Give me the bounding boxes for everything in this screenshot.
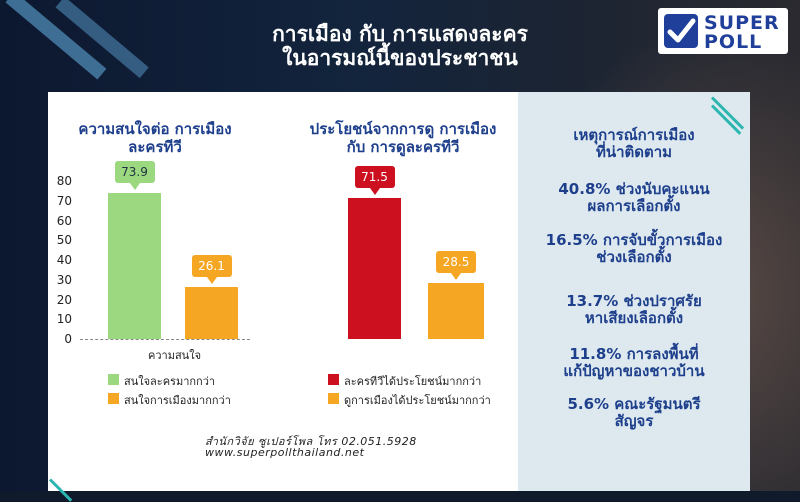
- chart1-bar-2: [185, 287, 238, 339]
- chart2-legend-label-1: ละครทีวีได้ประโยชน์มากกว่า: [344, 375, 482, 388]
- chart2-legend-label-2: ดูการเมืองได้ประโยชน์มากกว่า: [344, 394, 491, 407]
- chart1-bar-1: [108, 193, 161, 339]
- superpoll-logo: SUPER POLL: [658, 8, 788, 54]
- chart1-baseline: [80, 339, 250, 340]
- event-item-5-line1: 5.6% คณะรัฐมนตรี: [567, 395, 701, 413]
- event-item-2-line2: ช่วงเลือกตั้ง: [596, 248, 672, 266]
- chart2-legend-swatch-1: [328, 374, 339, 385]
- page-title-line1: การเมือง กับ การแสดงละคร: [272, 22, 528, 46]
- chart2-bar-2: [428, 282, 484, 339]
- chart2-legend-swatch-2: [328, 393, 339, 404]
- event-item-1-line2: ผลการเลือกตั้ง: [587, 197, 681, 215]
- footer-contact: สำนักวิจัย ซูเปอร์โพล โทร 02.051.5928: [205, 435, 417, 448]
- chart1-ytick-70: 70: [56, 193, 72, 208]
- chart2-title-line1: ประโยชน์จากการดู การเมือง: [309, 120, 497, 138]
- footer-website[interactable]: www.superpollthailand.net: [205, 446, 365, 459]
- events-title-line2: ที่น่าติดตาม: [595, 143, 673, 161]
- chart1-ytick-10: 10: [56, 312, 72, 327]
- chart1-value-label-2: 26.1: [191, 255, 232, 285]
- logo-text-super: SUPER: [704, 12, 780, 34]
- chart1-value-label-1: 73.9: [114, 161, 155, 191]
- chart2-bar-1: [348, 197, 401, 339]
- check-icon: [664, 14, 698, 48]
- chart2-value-label-1: 71.5: [354, 165, 395, 195]
- event-item-3-line2: หาเสียงเลือกตั้ง: [584, 309, 684, 327]
- chart1-ytick-30: 30: [56, 272, 72, 287]
- chart1-ytick-0: 0: [64, 332, 72, 346]
- event-item-1-line1: 40.8% ช่วงนับคะแนน: [558, 180, 710, 198]
- chart1-ytick-50: 50: [56, 233, 72, 248]
- event-item-5-line2: สัญจร: [614, 412, 654, 430]
- chart1-category-label: ความสนใจ: [148, 349, 202, 362]
- chart1-legend-swatch-1: [108, 374, 119, 385]
- chart1-title-line1: ความสนใจต่อ การเมือง: [78, 120, 232, 138]
- event-item-4-line1: 11.8% การลงพื้นที่: [569, 345, 699, 363]
- chart1-ytick-80: 80: [56, 174, 72, 188]
- chart1-ytick-60: 60: [56, 213, 72, 228]
- chart2-title-line2: กับ การดูละครทีวี: [346, 138, 460, 156]
- events-panel: [518, 92, 750, 491]
- chart2-value-label-2: 28.5: [436, 250, 476, 280]
- chart1-legend-label-1: สนใจละครมากกว่า: [124, 375, 216, 388]
- chart1-ytick-20: 20: [56, 292, 72, 307]
- logo-text-poll: POLL: [704, 31, 763, 53]
- page-title-line2: ในอารมณ์นี้ของประชาชน: [282, 46, 518, 70]
- events-title-line1: เหตุการณ์การเมือง: [573, 126, 695, 144]
- event-item-3-line1: 13.7% ช่วงปราศรัย: [566, 292, 702, 310]
- chart1-title-line2: ละครทีวี: [128, 138, 182, 156]
- chart1-legend-swatch-2: [108, 393, 119, 404]
- event-item-2-line1: 16.5% การจับขั้วการเมือง: [545, 231, 723, 249]
- chart1-legend-label-2: สนใจการเมืองมากกว่า: [124, 394, 231, 407]
- event-item-4-line2: แก้ปัญหาของชาวบ้าน: [563, 362, 705, 380]
- chart1-ytick-40: 40: [56, 253, 72, 267]
